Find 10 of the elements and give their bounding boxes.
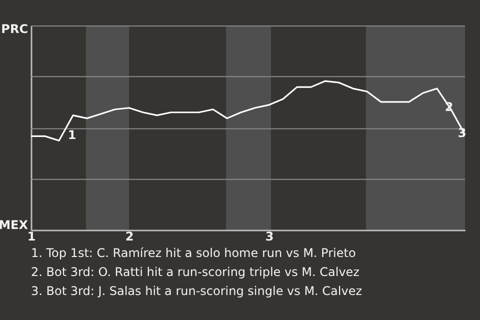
text: 3. Bot 3rd: J. Salas hit a run-scoring single vs M. Calvez (31, 283, 362, 300)
text: PRC (1, 22, 28, 36)
text: 2. Bot 3rd: O. Ratti hit a run-scoring triple vs M. Calvez (31, 264, 360, 281)
annotation: 3 (458, 126, 466, 140)
x-tick-label: 1 (27, 230, 36, 244)
text: 1. Top 1st: C. Ramírez hit a solo home run vs M. Prieto (31, 245, 357, 262)
x-tick-label: 2 (125, 230, 134, 244)
x-tick-label: 3 (265, 230, 274, 244)
text: MEX (0, 218, 29, 232)
annotation: 1 (68, 128, 76, 142)
